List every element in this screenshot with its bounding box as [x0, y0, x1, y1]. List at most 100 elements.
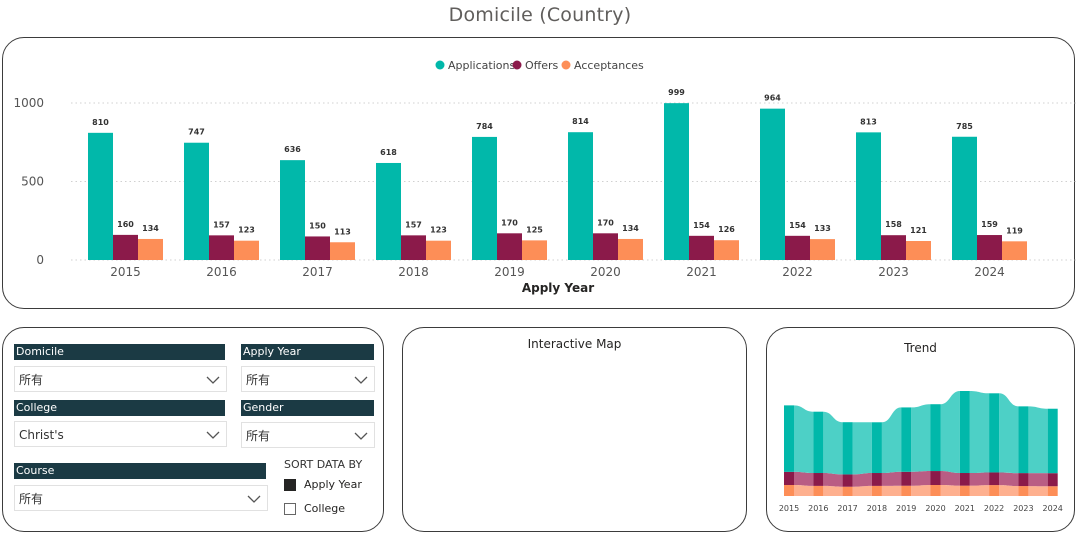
domicile-slicer-header: Domicile: [14, 344, 225, 360]
trend-segment-applications-2022[interactable]: [989, 393, 1000, 473]
bar-applications-2020[interactable]: [568, 132, 593, 260]
trend-segment-offers-2016[interactable]: [813, 473, 824, 486]
sort-title: SORT DATA BY: [284, 458, 363, 471]
trend-segment-acceptances-2016[interactable]: [813, 485, 824, 496]
data-label: 134: [142, 224, 159, 233]
trend-segment-applications-2023[interactable]: [1018, 406, 1029, 474]
trend-x-label: 2019: [896, 504, 916, 513]
apply-year-dropdown[interactable]: 所有: [241, 366, 375, 392]
trend-segment-acceptances-2015[interactable]: [784, 484, 794, 496]
bar-applications-2021[interactable]: [664, 103, 689, 260]
bar-offers-2016[interactable]: [209, 235, 234, 260]
bar-offers-2021[interactable]: [689, 235, 714, 260]
sort-option-apply-year[interactable]: Apply Year: [284, 478, 362, 491]
bar-acceptances-2023[interactable]: [906, 241, 931, 260]
legend-item-offers[interactable]: Offers: [512, 59, 559, 72]
trend-segment-applications-2021[interactable]: [959, 391, 970, 474]
trend-segment-offers-2023[interactable]: [1018, 473, 1029, 487]
bar-acceptances-2015[interactable]: [138, 238, 163, 260]
trend-segment-applications-2020[interactable]: [930, 404, 941, 472]
chart-legend: Applications Offers Acceptances: [435, 59, 645, 72]
trend-segment-offers-2024[interactable]: [1047, 473, 1058, 487]
trend-segment-applications-2018[interactable]: [871, 422, 882, 474]
ribbon-acceptances: [852, 485, 872, 496]
x-tick-label: 2016: [206, 265, 237, 279]
apply-year-dropdown-value: 所有: [246, 373, 271, 387]
bar-applications-2015[interactable]: [88, 132, 113, 260]
main-chart-card: Applications Offers Acceptances 0 500 1000 810…: [2, 37, 1076, 310]
bar-acceptances-2020[interactable]: [618, 238, 643, 260]
trend-segment-acceptances-2020[interactable]: [930, 484, 941, 496]
legend-marker: [561, 60, 571, 70]
data-label: 133: [814, 224, 831, 233]
trend-segment-acceptances-2024[interactable]: [1047, 486, 1058, 496]
trend-segment-acceptances-2019[interactable]: [901, 485, 912, 496]
gender-dropdown[interactable]: 所有: [241, 422, 375, 448]
trend-segment-offers-2021[interactable]: [959, 473, 970, 486]
trend-segment-acceptances-2018[interactable]: [871, 485, 882, 496]
domicile-dropdown[interactable]: 所有: [14, 366, 227, 392]
trend-segment-applications-2016[interactable]: [813, 411, 824, 474]
sort-option-label: Apply Year: [304, 478, 362, 491]
trend-segment-applications-2017[interactable]: [842, 422, 853, 475]
trend-segment-offers-2017[interactable]: [842, 474, 853, 487]
bar-applications-2023[interactable]: [856, 132, 881, 260]
chevron-down-icon: [206, 376, 220, 384]
ribbon-acceptances: [940, 484, 960, 496]
trend-segment-offers-2018[interactable]: [871, 473, 882, 486]
bar-acceptances-2019[interactable]: [522, 240, 547, 260]
bar-acceptances-2018[interactable]: [426, 240, 451, 260]
trend-segment-offers-2019[interactable]: [901, 471, 912, 486]
bar-applications-2017[interactable]: [280, 160, 305, 260]
bar-offers-2023[interactable]: [881, 235, 906, 260]
legend-item-applications[interactable]: Applications: [435, 59, 516, 72]
bar-offers-2015[interactable]: [113, 234, 138, 260]
trend-x-label: 2024: [1043, 504, 1063, 513]
trend-segment-applications-2019[interactable]: [901, 407, 912, 472]
trend-segment-offers-2020[interactable]: [930, 471, 941, 485]
legend-item-acceptances[interactable]: Acceptances: [561, 59, 645, 72]
sort-option-college[interactable]: College: [284, 502, 345, 515]
trend-segment-offers-2022[interactable]: [989, 472, 1000, 486]
bar-offers-2020[interactable]: [593, 233, 618, 260]
chevron-down-icon: [247, 495, 261, 503]
bar-offers-2022[interactable]: [785, 235, 810, 260]
bar-acceptances-2017[interactable]: [330, 242, 355, 260]
bar-offers-2019[interactable]: [497, 233, 522, 260]
bar-acceptances-2021[interactable]: [714, 240, 739, 260]
clustered-bar-chart[interactable]: Applications Offers Acceptances 0 500 1000 810…: [3, 38, 1076, 310]
bar-offers-2018[interactable]: [401, 235, 426, 260]
sort-option-label: College: [304, 502, 346, 515]
checkbox-unchecked[interactable]: [284, 502, 296, 515]
data-label: 170: [597, 218, 614, 227]
trend-segment-applications-2015[interactable]: [784, 405, 794, 472]
trend-segment-acceptances-2022[interactable]: [989, 485, 1000, 496]
trend-ribbon-chart[interactable]: 2015 2016 2017 2018 2019 2020 2021 2022 2023 2024: [767, 328, 1076, 533]
bar-acceptances-2022[interactable]: [810, 239, 835, 260]
trend-segment-offers-2015[interactable]: [784, 471, 794, 485]
x-tick-label: 2018: [398, 265, 429, 279]
trend-segment-acceptances-2021[interactable]: [959, 485, 970, 496]
bar-acceptances-2024[interactable]: [1002, 241, 1027, 260]
course-dropdown[interactable]: 所有: [14, 485, 268, 511]
bar-applications-2016[interactable]: [184, 142, 209, 260]
trend-segment-acceptances-2023[interactable]: [1018, 486, 1029, 496]
checkbox-checked[interactable]: [284, 478, 296, 491]
bar-applications-2019[interactable]: [472, 136, 497, 260]
bar-applications-2024[interactable]: [952, 136, 977, 260]
bar-offers-2024[interactable]: [977, 235, 1002, 260]
x-axis-title: Apply Year: [522, 281, 594, 295]
legend-label: Acceptances: [574, 59, 644, 72]
bar-offers-2017[interactable]: [305, 236, 330, 260]
data-label: 126: [718, 225, 735, 234]
bar-applications-2022[interactable]: [760, 108, 785, 260]
data-label: 813: [860, 117, 877, 126]
bar-acceptances-2016[interactable]: [234, 240, 259, 260]
data-label: 810: [92, 118, 109, 127]
bar-applications-2018[interactable]: [376, 162, 401, 260]
college-dropdown[interactable]: Christ's: [14, 421, 227, 447]
ribbon-offers: [1028, 473, 1048, 487]
trend-segment-acceptances-2017[interactable]: [842, 486, 853, 496]
interactive-map-card[interactable]: Interactive Map: [402, 327, 747, 532]
trend-segment-applications-2024[interactable]: [1047, 408, 1058, 474]
